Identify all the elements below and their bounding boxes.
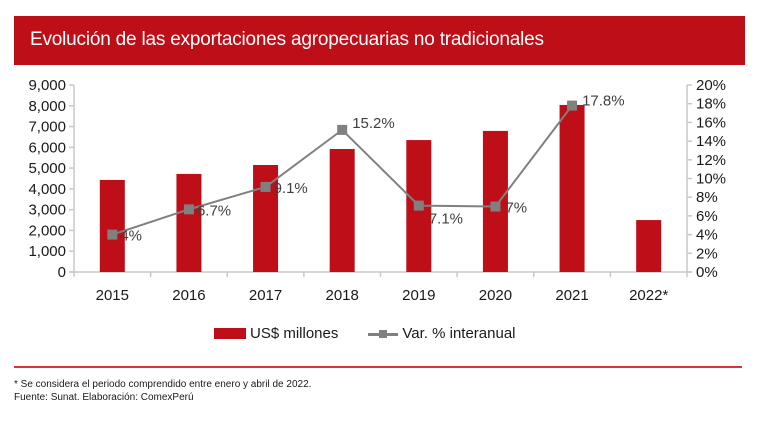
right-axis-tick-label: 18%	[696, 96, 726, 113]
right-axis-tick-label: 8%	[696, 189, 718, 206]
line-marker	[183, 204, 194, 215]
right-axis-tick-label: 2%	[696, 245, 718, 262]
chart-title: Evolución de las exportaciones agropecua…	[30, 29, 544, 50]
line-marker	[490, 201, 501, 212]
bar	[482, 130, 508, 272]
line-data-label: 9.1%	[274, 180, 308, 197]
left-axis-tick-label: 2,000	[28, 222, 66, 239]
x-axis-tick-label: 2018	[326, 287, 359, 304]
right-axis-tick-label: 10%	[696, 171, 726, 188]
line-data-label: 15.2%	[352, 115, 395, 132]
line-marker	[413, 200, 424, 211]
line-data-label: 7%	[505, 200, 527, 217]
bar	[99, 179, 125, 272]
footnote-note: * Se considera el periodo comprendido en…	[14, 379, 312, 390]
line-marker	[337, 124, 348, 135]
legend-item-bars: US$ millones	[214, 325, 338, 342]
legend-item-line: Var. % interanual	[368, 325, 516, 342]
bar	[636, 220, 662, 272]
left-axis-tick-label: 8,000	[28, 98, 66, 115]
line-data-label: 6.7%	[197, 202, 231, 219]
right-axis-tick-label: 12%	[696, 152, 726, 169]
legend: US$ millones Var. % interanual	[214, 325, 546, 342]
chart: 0 1,000 2,000 3,000 4,000 5,000 6,000 7,000 8,00…	[28, 77, 726, 304]
left-axis-tick-label: 4,000	[28, 181, 66, 198]
variation-line	[107, 100, 578, 240]
right-axis-tick-label: 20%	[696, 77, 726, 94]
labels: 0 1,000 2,000 3,000 4,000 5,000 6,000 7,000 8,00…	[28, 77, 726, 304]
bar	[559, 104, 585, 272]
x-axis-tick-label: 2017	[249, 287, 282, 304]
left-axis-tick-label: 0	[58, 264, 66, 281]
left-axis-tick-label: 5,000	[28, 160, 66, 177]
bar	[329, 148, 355, 272]
bars	[99, 104, 662, 272]
right-axis-tick-label: 4%	[696, 227, 718, 244]
x-axis-tick-label: 2021	[555, 287, 588, 304]
x-axis-tick-label: 2015	[96, 287, 129, 304]
right-axis-tick-label: 14%	[696, 133, 726, 150]
bar	[176, 173, 202, 272]
left-axis-tick-label: 1,000	[28, 243, 66, 260]
left-axis-tick-label: 3,000	[28, 202, 66, 219]
right-axis-tick-label: 16%	[696, 114, 726, 131]
legend-line-swatch	[368, 329, 399, 339]
title-banner: Evolución de las exportaciones agropecua…	[14, 16, 745, 65]
x-axis-tick-label: 2016	[172, 287, 205, 304]
x-axis-tick-label: 2019	[402, 287, 435, 304]
left-axis-tick-label: 9,000	[28, 77, 66, 94]
footnote-source: Fuente: Sunat. Elaboración: ComexPerú	[14, 392, 194, 403]
legend-bar-label: US$ millones	[250, 325, 339, 342]
left-axis-tick-label: 7,000	[28, 119, 66, 136]
line-data-label: 17.8%	[582, 93, 625, 110]
line-marker	[107, 229, 118, 240]
footer-divider	[14, 366, 742, 368]
x-axis-tick-label: 2022*	[629, 287, 668, 304]
left-axis-tick-label: 6,000	[28, 139, 66, 156]
line-data-label: 4%	[120, 228, 142, 245]
line-marker	[567, 100, 578, 111]
legend-line-label: Var. % interanual	[402, 325, 516, 342]
footnote: * Se considera el periodo comprendido en…	[14, 378, 311, 404]
x-axis-tick-label: 2020	[479, 287, 512, 304]
legend-bar-swatch	[214, 328, 246, 339]
line-marker	[260, 181, 271, 192]
axes	[69, 84, 692, 277]
right-axis-tick-label: 6%	[696, 208, 718, 225]
line-data-label: 7.1%	[429, 211, 463, 228]
right-axis-tick-label: 0%	[696, 264, 718, 281]
